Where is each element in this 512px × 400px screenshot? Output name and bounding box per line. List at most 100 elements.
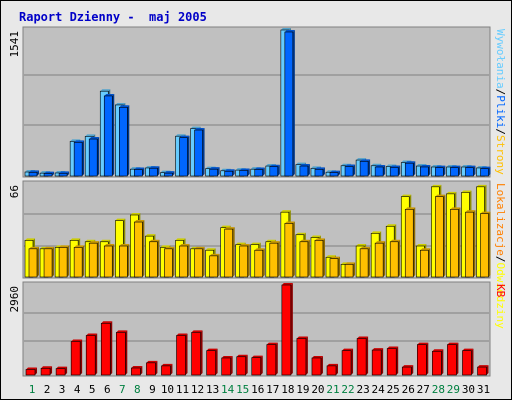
middle-bar-29-Lokalizacje (450, 207, 461, 278)
middle-bar-17-Lokalizacje (269, 241, 280, 278)
bottom-bar-11-kb (176, 333, 188, 376)
bottom-bar-8-kb (131, 366, 143, 376)
bottom-bar-7-kb (116, 330, 128, 376)
x-tick-label: 12 (191, 383, 204, 396)
x-tick-label: 19 (296, 383, 309, 396)
legend-entry: / (494, 89, 507, 96)
x-tick-label: 24 (372, 383, 386, 396)
middle-bar-11-Lokalizacje (179, 244, 190, 278)
bottom-bar-26-kb (401, 365, 414, 376)
middle-bar-28-Lokalizacje (435, 194, 446, 278)
x-tick-label: 27 (417, 383, 430, 396)
top-bar-25-files (389, 165, 401, 177)
top-bar-5-files (88, 137, 100, 177)
middle-bar-16-Lokalizacje (254, 248, 265, 278)
middle-legend: Lokalizacje/Odwiedziny (494, 183, 507, 329)
top-bar-3-files (58, 171, 70, 177)
top-legend: Wywołania/Pliki/Strony (494, 29, 507, 175)
x-tick-label: 28 (432, 383, 445, 396)
x-tick-label: 3 (59, 383, 66, 396)
bottom-bar-23-kb (356, 336, 369, 376)
x-tick-label: 26 (402, 383, 415, 396)
top-bar-29-files (450, 165, 461, 177)
bottom-bar-9-kb (146, 360, 158, 376)
middle-bar-27-Lokalizacje (419, 248, 431, 278)
top-bar-31-files (480, 166, 491, 177)
top-bar-17-files (269, 164, 280, 177)
x-tick-label: 17 (266, 383, 279, 396)
x-tick-label: 23 (356, 383, 369, 396)
middle-bar-3-Lokalizacje (58, 245, 70, 278)
page-title: Raport Dzienny - maj 2005 (19, 10, 207, 24)
top-ymax-label: 1541 (8, 31, 21, 58)
bottom-bar-15-kb (236, 354, 248, 376)
x-tick-label: 15 (236, 383, 249, 396)
bottom-bar-19-kb (296, 336, 308, 376)
bottom-ymax-label: 2960 (8, 286, 21, 313)
bottom-bar-10-kb (161, 363, 173, 376)
legend-entry: Odwiedziny (494, 262, 507, 329)
top-bar-19-files (299, 164, 310, 177)
legend-entry: Wywołania (494, 29, 507, 89)
top-bar-15-files (239, 168, 250, 177)
middle-ymax-label: 66 (8, 185, 21, 198)
x-tick-label: 6 (104, 383, 111, 396)
x-tick-label: 10 (161, 383, 174, 396)
middle-bar-12-Lokalizacje (194, 246, 205, 278)
top-bar-10-files (164, 171, 175, 177)
middle-bar-15-Lokalizacje (239, 244, 250, 278)
x-tick-label: 22 (341, 383, 354, 396)
bottom-bar-28-kb (432, 349, 444, 376)
bottom-bar-1-kb (25, 367, 37, 376)
bottom-bar-29-kb (447, 342, 459, 376)
middle-bar-25-Lokalizacje (389, 239, 401, 278)
x-tick-label: 8 (134, 383, 141, 396)
x-tick-label: 31 (477, 383, 490, 396)
top-bar-30-files (465, 165, 476, 177)
x-tick-label: 18 (281, 383, 294, 396)
bottom-bar-31-kb (477, 365, 489, 376)
middle-bar-24-Lokalizacje (374, 241, 386, 278)
x-tick-label: 5 (89, 383, 96, 396)
top-bar-24-files (374, 164, 386, 177)
x-tick-label: 21 (326, 383, 339, 396)
x-tick-label: 16 (251, 383, 264, 396)
middle-bar-9-Lokalizacje (149, 239, 160, 278)
x-tick-label: 1 (29, 383, 36, 396)
top-bar-23-files (359, 159, 371, 177)
top-bar-12-files (194, 128, 205, 177)
top-bar-6-files (103, 93, 115, 177)
legend-entry: Lokalizacje (494, 183, 507, 256)
middle-bar-7-Lokalizacje (119, 244, 130, 278)
bottom-bar-3-kb (55, 366, 68, 376)
top-bar-16-files (254, 167, 265, 177)
middle-bar-31-Lokalizacje (480, 211, 491, 278)
bottom-legend: KB (494, 284, 507, 298)
top-bar-2-files (43, 171, 55, 177)
middle-bar-8-Lokalizacje (134, 220, 145, 278)
x-tick-label: 13 (206, 383, 219, 396)
top-bar-1-files (28, 170, 39, 177)
middle-bar-30-Lokalizacje (465, 210, 476, 278)
bottom-bar-12-kb (191, 330, 203, 376)
x-tick-label: 29 (447, 383, 460, 396)
bottom-bar-14-kb (221, 355, 233, 376)
bottom-bar-13-kb (206, 348, 218, 376)
top-bar-14-files (224, 169, 235, 177)
top-bar-26-files (404, 161, 416, 177)
middle-bar-10-Lokalizacje (164, 246, 175, 278)
bottom-bar-17-kb (266, 342, 278, 376)
middle-bar-13-Lokalizacje (209, 253, 220, 278)
x-tick-label: 7 (119, 383, 126, 396)
top-bar-13-files (209, 167, 220, 177)
bottom-bar-30-kb (462, 348, 474, 376)
x-tick-label: 20 (311, 383, 324, 396)
top-bar-18-files (284, 29, 295, 177)
x-tick-label: 25 (387, 383, 400, 396)
x-tick-label: 14 (221, 383, 235, 396)
bottom-bar-21-kb (326, 363, 338, 376)
legend-entry: Pliki (494, 95, 507, 128)
bottom-bar-22-kb (341, 348, 354, 376)
middle-bar-14-Lokalizacje (224, 227, 235, 278)
